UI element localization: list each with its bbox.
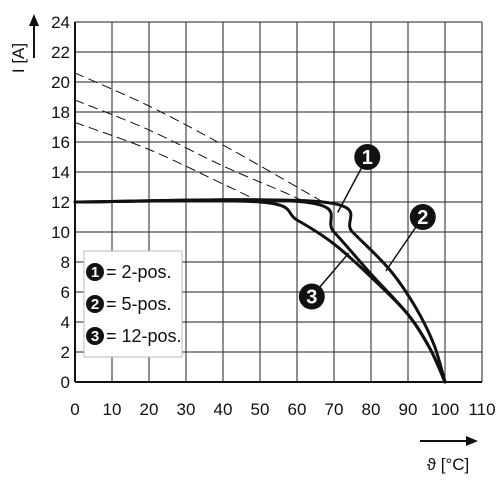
legend-badge-text: 3	[91, 328, 99, 345]
legend-badge	[86, 327, 104, 345]
x-axis-title: ϑ [°C]	[427, 455, 470, 474]
series-badge-text: 3	[306, 287, 317, 309]
legend-item-label: = 5-pos.	[106, 294, 172, 314]
series-1-dashed-line	[74, 72, 324, 203]
y-tick-label: 12	[51, 193, 70, 212]
legend-badge-text: 1	[91, 264, 99, 281]
x-tick-label: 100	[431, 400, 459, 419]
x-tick-label: 30	[177, 400, 196, 419]
y-tick-label: 4	[61, 313, 70, 332]
x-tick-label: 70	[325, 400, 344, 419]
y-tick-label: 6	[61, 283, 70, 302]
x-tick-label: 10	[103, 400, 122, 419]
x-tick-label: 0	[70, 400, 79, 419]
series-3-dashed-line	[74, 122, 261, 203]
y-tick-label: 18	[51, 103, 70, 122]
x-tick-label: 80	[362, 400, 381, 419]
legend-badge-text: 2	[91, 296, 99, 313]
series-2-dashed-line	[74, 99, 305, 203]
x-tick-label: 40	[214, 400, 233, 419]
x-tick-label: 50	[251, 400, 270, 419]
x-tick-label: 90	[399, 400, 418, 419]
y-axis-title: I [A]	[9, 43, 28, 73]
axis-titles: I [A] ϑ [°C]	[9, 43, 469, 474]
y-tick-label: 16	[51, 133, 70, 152]
x-tick-label: 110	[468, 400, 495, 419]
series-badge	[409, 204, 436, 230]
series-badges: 1 2 3	[298, 144, 436, 310]
tick-labels: 0 10 20 30 40 50 60 70 80 90 100 110024681012141618…	[51, 13, 495, 419]
series-badge	[354, 144, 381, 170]
legend: 1 = 2-pos. 2 = 5-pos. 3 = 12-pos.	[83, 250, 183, 358]
x-tick-label: 60	[288, 400, 307, 419]
legend-item-label: = 12-pos.	[106, 326, 182, 346]
y-tick-label: 22	[51, 43, 70, 62]
series-badge	[298, 283, 325, 310]
y-tick-label: 14	[51, 163, 70, 182]
legend-item-label: = 2-pos.	[106, 262, 172, 282]
x-axis-arrow-head	[466, 436, 478, 446]
series-3-solid-line	[73, 199, 447, 384]
legend-badge	[86, 295, 104, 313]
legend-badge	[86, 263, 104, 281]
series-group	[73, 72, 447, 384]
series-badge-text: 1	[362, 147, 373, 169]
y-tick-label: 8	[61, 253, 70, 272]
y-axis-arrow-head	[29, 14, 39, 26]
axes	[29, 14, 482, 446]
y-tick-label: 10	[51, 223, 70, 242]
y-tick-label: 0	[61, 373, 70, 392]
y-tick-label: 20	[51, 73, 70, 92]
y-tick-label: 24	[51, 13, 70, 32]
series-badge-text: 2	[417, 207, 428, 229]
y-tick-label: 2	[61, 343, 70, 362]
x-tick-label: 20	[140, 400, 159, 419]
